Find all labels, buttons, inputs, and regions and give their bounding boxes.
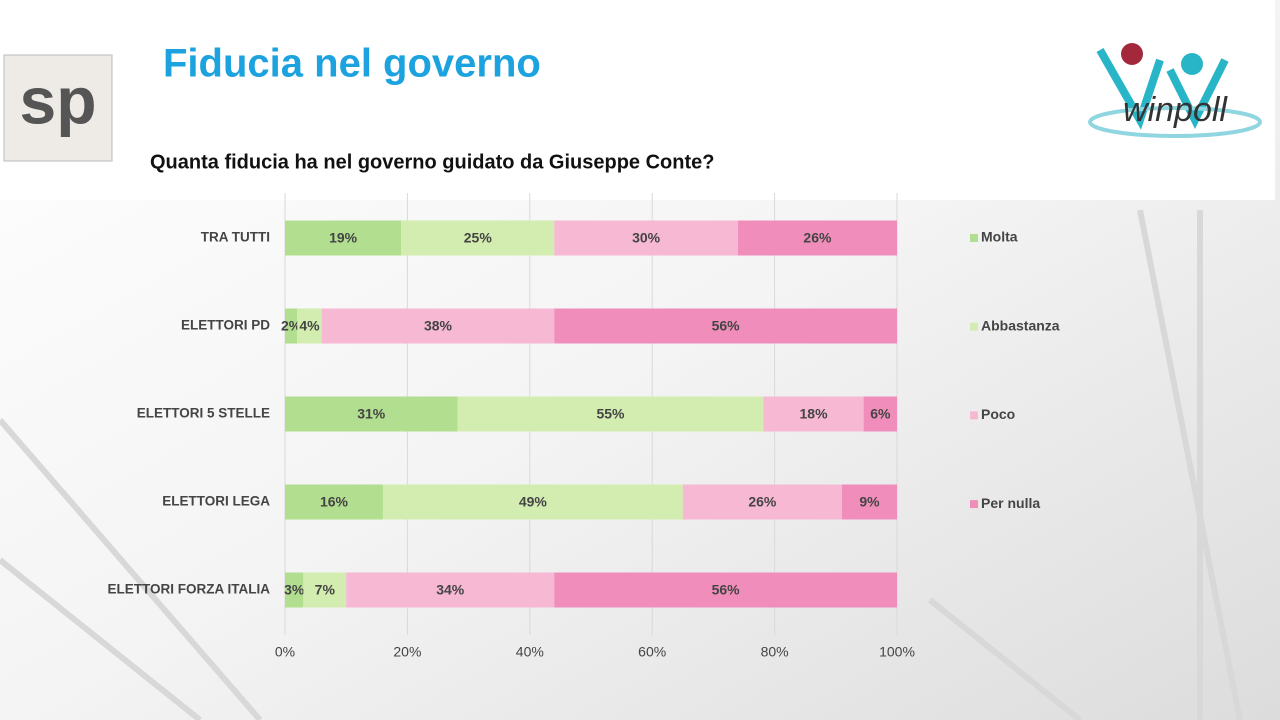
background-lines xyxy=(0,209,1243,720)
data-label: 19% xyxy=(329,230,358,246)
bar-segment xyxy=(763,396,864,432)
bar-segment xyxy=(554,572,897,608)
x-tick-label: 100% xyxy=(879,644,915,660)
bar-segment xyxy=(285,572,304,608)
legend-swatch xyxy=(970,234,978,242)
data-label: 31% xyxy=(357,406,386,422)
data-label: 4% xyxy=(299,318,320,334)
logo-dot xyxy=(1121,43,1143,65)
bar-segment xyxy=(863,396,897,432)
data-label: 56% xyxy=(712,582,741,598)
bar-segment xyxy=(297,308,322,344)
legend-swatch xyxy=(970,411,978,420)
legend-swatch xyxy=(970,322,978,331)
data-label: 3% xyxy=(284,582,305,598)
bar-segment xyxy=(457,396,764,432)
data-label: 9% xyxy=(859,494,880,510)
logo-sp: sp xyxy=(19,63,96,137)
bar-segment xyxy=(737,220,897,256)
data-label: 38% xyxy=(424,318,453,334)
logo-winpoll: winpoll xyxy=(1123,91,1228,129)
bar-segment xyxy=(401,220,555,256)
logo-figures xyxy=(1096,48,1229,130)
x-tick-label: 60% xyxy=(638,644,666,660)
chart-subtitle: Quanta fiducia ha nel governo guidato da… xyxy=(150,151,715,173)
data-label: 26% xyxy=(748,494,777,510)
data-label: 6% xyxy=(870,406,891,422)
x-tick-label: 40% xyxy=(516,644,544,660)
data-label: 25% xyxy=(464,230,493,246)
x-tick-label: 80% xyxy=(761,644,789,660)
y-tick-label: ELETTORI PD xyxy=(181,318,270,333)
logo-sp-box xyxy=(3,54,113,162)
bar-segment xyxy=(285,484,383,520)
bar-segment xyxy=(382,484,683,520)
data-label: 34% xyxy=(436,582,465,598)
legend-swatch xyxy=(970,500,978,509)
bar-segment xyxy=(682,484,842,520)
data-label: 18% xyxy=(800,406,829,422)
legend-label: Poco xyxy=(981,406,1015,422)
bar-segment xyxy=(346,572,555,608)
y-tick-label: TRA TUTTI xyxy=(201,230,270,245)
data-label: 30% xyxy=(632,230,661,246)
data-label: 49% xyxy=(519,494,548,510)
data-label: 26% xyxy=(803,230,832,246)
bar-segment xyxy=(554,220,738,256)
data-label: 55% xyxy=(596,406,625,422)
y-tick-label: ELETTORI FORZA ITALIA xyxy=(108,582,271,597)
x-tick-label: 20% xyxy=(393,644,421,660)
data-label: 16% xyxy=(320,494,349,510)
bar-segment xyxy=(285,220,402,256)
legend-label: Per nulla xyxy=(981,495,1040,511)
header-band xyxy=(0,0,1275,200)
legend-label: Molta xyxy=(981,229,1018,245)
x-tick-label: 0% xyxy=(275,644,295,660)
bar-segment xyxy=(285,308,298,344)
chart-title: Fiducia nel governo xyxy=(163,42,541,86)
bar-segment xyxy=(554,308,897,344)
legend-label: Abbastanza xyxy=(981,317,1060,333)
bar-segment xyxy=(321,308,555,344)
logo-dot xyxy=(1181,53,1203,75)
bar-segment xyxy=(285,396,458,432)
data-label: 7% xyxy=(315,582,336,598)
logo-swoosh xyxy=(1088,106,1262,138)
y-tick-label: ELETTORI LEGA xyxy=(162,494,270,509)
bar-segment xyxy=(303,572,347,608)
data-label: 56% xyxy=(712,318,741,334)
bar-segment xyxy=(841,484,897,520)
y-tick-label: ELETTORI 5 STELLE xyxy=(137,406,270,421)
data-label: 2% xyxy=(281,318,302,334)
